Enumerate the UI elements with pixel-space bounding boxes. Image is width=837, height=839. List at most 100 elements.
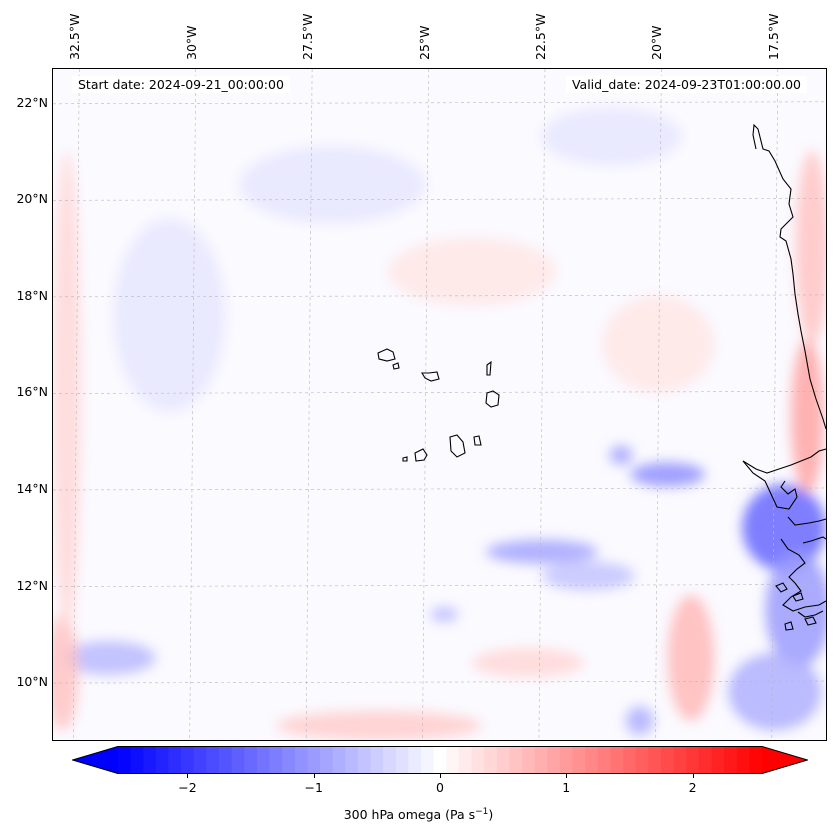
parallel-gridline bbox=[53, 680, 826, 684]
colorbar-bin bbox=[269, 746, 283, 774]
coastline bbox=[377, 348, 396, 362]
omega-feature bbox=[541, 107, 682, 166]
coastline bbox=[742, 460, 798, 510]
parallel-gridline bbox=[53, 198, 826, 201]
omega-feature bbox=[630, 462, 705, 487]
colorbar-bin bbox=[345, 746, 359, 774]
map-plot-area bbox=[52, 68, 827, 741]
lon-label: 17.5°W bbox=[765, 13, 781, 60]
meridian-gridline bbox=[655, 69, 662, 740]
coastline bbox=[392, 362, 400, 370]
lon-label: 22.5°W bbox=[532, 13, 548, 60]
lat-label: 18°N bbox=[16, 287, 48, 303]
colorbar-label: 300 hPa omega (Pa s−1) bbox=[0, 807, 837, 822]
lat-label: 16°N bbox=[16, 384, 48, 400]
meridian-gridline bbox=[771, 69, 779, 740]
colorbar-bin bbox=[648, 746, 662, 774]
lat-label: 14°N bbox=[16, 480, 48, 496]
omega-feature bbox=[791, 339, 824, 494]
lat-label: 10°N bbox=[16, 674, 48, 690]
colorbar-bin bbox=[660, 746, 675, 774]
lon-label: 32.5°W bbox=[67, 13, 83, 60]
parallel-gridline bbox=[53, 391, 826, 394]
parallel-gridline bbox=[53, 101, 826, 105]
colorbar-bin bbox=[256, 746, 270, 774]
meridian-gridline bbox=[72, 69, 80, 740]
omega-feature bbox=[472, 648, 584, 678]
colorbar-bin bbox=[130, 746, 144, 774]
colorbar-bin bbox=[155, 746, 169, 774]
omega-feature bbox=[430, 607, 459, 622]
coastline bbox=[486, 360, 492, 376]
colorbar-bin bbox=[559, 746, 573, 774]
colorbar-bin bbox=[585, 746, 599, 774]
colorbar bbox=[72, 746, 808, 774]
omega-feature bbox=[276, 711, 482, 740]
coastline bbox=[802, 536, 826, 544]
colorbar-bin bbox=[471, 746, 485, 774]
meridian-gridline bbox=[538, 69, 546, 740]
colorbar-bin bbox=[749, 746, 763, 774]
lon-label: 27.5°W bbox=[300, 13, 316, 60]
omega-feature bbox=[795, 151, 826, 345]
omega-feature bbox=[625, 706, 654, 736]
valid-date-label: Valid_date: 2024-09-23T01:00:00.00 bbox=[565, 76, 807, 93]
omega-feature bbox=[53, 614, 79, 731]
colorbar-tick-label: −2 bbox=[178, 780, 197, 795]
coastline bbox=[804, 616, 817, 626]
colorbar-bin bbox=[206, 746, 220, 774]
colorbar-bin bbox=[219, 746, 233, 774]
colorbar-bin bbox=[724, 746, 738, 774]
coastline bbox=[742, 448, 826, 474]
colorbar-bin bbox=[332, 746, 346, 774]
coastline bbox=[752, 123, 826, 430]
lat-label: 12°N bbox=[16, 577, 48, 593]
colorbar-bin bbox=[143, 746, 157, 774]
meridian-gridline bbox=[422, 69, 429, 740]
colorbar-bin bbox=[118, 746, 132, 774]
omega-feature bbox=[486, 539, 598, 564]
coastline bbox=[787, 516, 826, 526]
colorbar-tick-label: 1 bbox=[562, 780, 571, 795]
coastline bbox=[485, 390, 500, 408]
gridlines bbox=[53, 69, 826, 740]
colorbar-label-main: 300 hPa omega (Pa s bbox=[343, 807, 476, 823]
colorbar-bin bbox=[534, 746, 548, 774]
colorbar-bin bbox=[509, 746, 523, 774]
lat-label: 22°N bbox=[16, 94, 48, 110]
coastline bbox=[780, 538, 826, 612]
colorbar-bin bbox=[446, 746, 460, 774]
colorbar-label-end: ) bbox=[488, 807, 494, 823]
omega-feature bbox=[602, 295, 715, 393]
colorbar-bin bbox=[383, 746, 397, 774]
colorbar-bin bbox=[496, 746, 510, 774]
coastline bbox=[421, 371, 440, 382]
colorbar-bin bbox=[193, 746, 207, 774]
meridian-gridline bbox=[305, 69, 313, 740]
coastline bbox=[775, 582, 788, 593]
colorbar-bin bbox=[610, 746, 624, 774]
coastline bbox=[402, 456, 408, 462]
colorbar-bin bbox=[698, 746, 712, 774]
colorbar-bin bbox=[458, 746, 472, 774]
map-canvas bbox=[53, 69, 826, 740]
colorbar-tick-label: 0 bbox=[436, 780, 444, 795]
colorbar-bin bbox=[673, 746, 687, 774]
colorbar-tickmark bbox=[566, 774, 568, 778]
lon-label: 25°W bbox=[416, 25, 432, 60]
omega-feature bbox=[388, 237, 556, 306]
colorbar-bin bbox=[686, 746, 700, 774]
colorbar-bin bbox=[433, 746, 447, 774]
colorbar-bin bbox=[370, 746, 384, 774]
colorbar-bin bbox=[623, 746, 637, 774]
omega-feature bbox=[728, 653, 822, 731]
colorbar-bin bbox=[421, 746, 435, 774]
parallel-gridline bbox=[53, 294, 826, 298]
colorbar-label-exponent: −1 bbox=[475, 807, 489, 817]
coastline bbox=[797, 610, 824, 618]
omega-feature bbox=[609, 445, 633, 465]
omega-feature bbox=[62, 641, 156, 675]
colorbar-bin bbox=[357, 746, 371, 774]
colorbar-bin bbox=[522, 746, 536, 774]
colorbar-bin bbox=[547, 746, 561, 774]
